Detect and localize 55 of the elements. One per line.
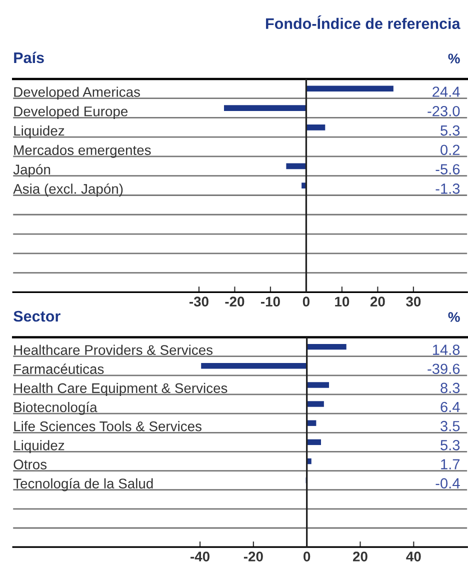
text: % [448, 312, 460, 322]
data-label: 0.2 [440, 144, 460, 156]
x-tick-label: -20 [225, 296, 244, 307]
y-tick-label: Life Sciences Tools & Services [14, 421, 202, 432]
y-tick-label: Farmacéuticas [14, 364, 104, 374]
chart-subtitle: Fondo-Índice de referencia [266, 15, 460, 30]
y-tick-label: Healthcare Providers & Services [14, 344, 213, 355]
y-tick-label: Developed Europe [14, 106, 128, 120]
y-tick-label: Mercados emergentes [14, 144, 151, 158]
y-tick-label: Otros [14, 460, 47, 470]
data-label: 14.8 [432, 344, 460, 355]
data-label: -39.6 [428, 364, 460, 374]
data-label: 6.4 [440, 402, 460, 412]
bar [306, 401, 324, 407]
bar [286, 163, 306, 170]
x-tick-label: 30 [406, 296, 421, 307]
y-tick-label: Biotecnología [14, 402, 98, 415]
data-label: -0.4 [436, 478, 460, 488]
bar [224, 105, 306, 111]
x-tick-label: -30 [189, 296, 208, 307]
y-tick-label: Liquidez [14, 440, 64, 454]
x-tick-label: -20 [244, 552, 263, 562]
y-tick-label: Tecnología de la Salud [13, 478, 153, 492]
y-tick-label: Liquidez [14, 125, 64, 138]
text: % [448, 54, 460, 64]
y-tick-label: Developed Americas [14, 86, 140, 100]
data-label: -23.0 [428, 106, 460, 116]
chart-title: País [14, 52, 44, 64]
x-tick-label: 0 [302, 296, 310, 307]
data-label: 5.3 [440, 125, 460, 136]
data-label: 5.3 [440, 440, 460, 450]
y-tick-label: Health Care Equipment & Services [14, 382, 228, 396]
bar [201, 363, 307, 369]
chart-title: Sector [14, 310, 60, 322]
bar [306, 124, 326, 130]
x-tick-label: 20 [370, 296, 385, 307]
data-label: -5.6 [436, 164, 460, 174]
y-tick-label: Asia (excl. Japón) [13, 183, 123, 197]
data-label: 24.4 [432, 86, 460, 97]
x-tick-label: 0 [304, 552, 310, 562]
data-label: 3.5 [440, 420, 460, 432]
bar [306, 420, 316, 426]
x-tick-label: 40 [406, 552, 421, 562]
data-label: -1.3 [436, 184, 460, 194]
bar [306, 344, 346, 350]
data-label: 1.7 [441, 459, 460, 470]
x-tick-label: -40 [190, 552, 210, 562]
data-label: 8.3 [440, 382, 460, 394]
bar [306, 382, 330, 388]
x-tick-label: 20 [353, 552, 368, 562]
x-tick-label: -10 [260, 296, 280, 307]
bar [306, 86, 394, 92]
bar [306, 439, 321, 446]
x-tick-label: 10 [335, 296, 350, 307]
y-tick-label: Japón [13, 164, 50, 178]
